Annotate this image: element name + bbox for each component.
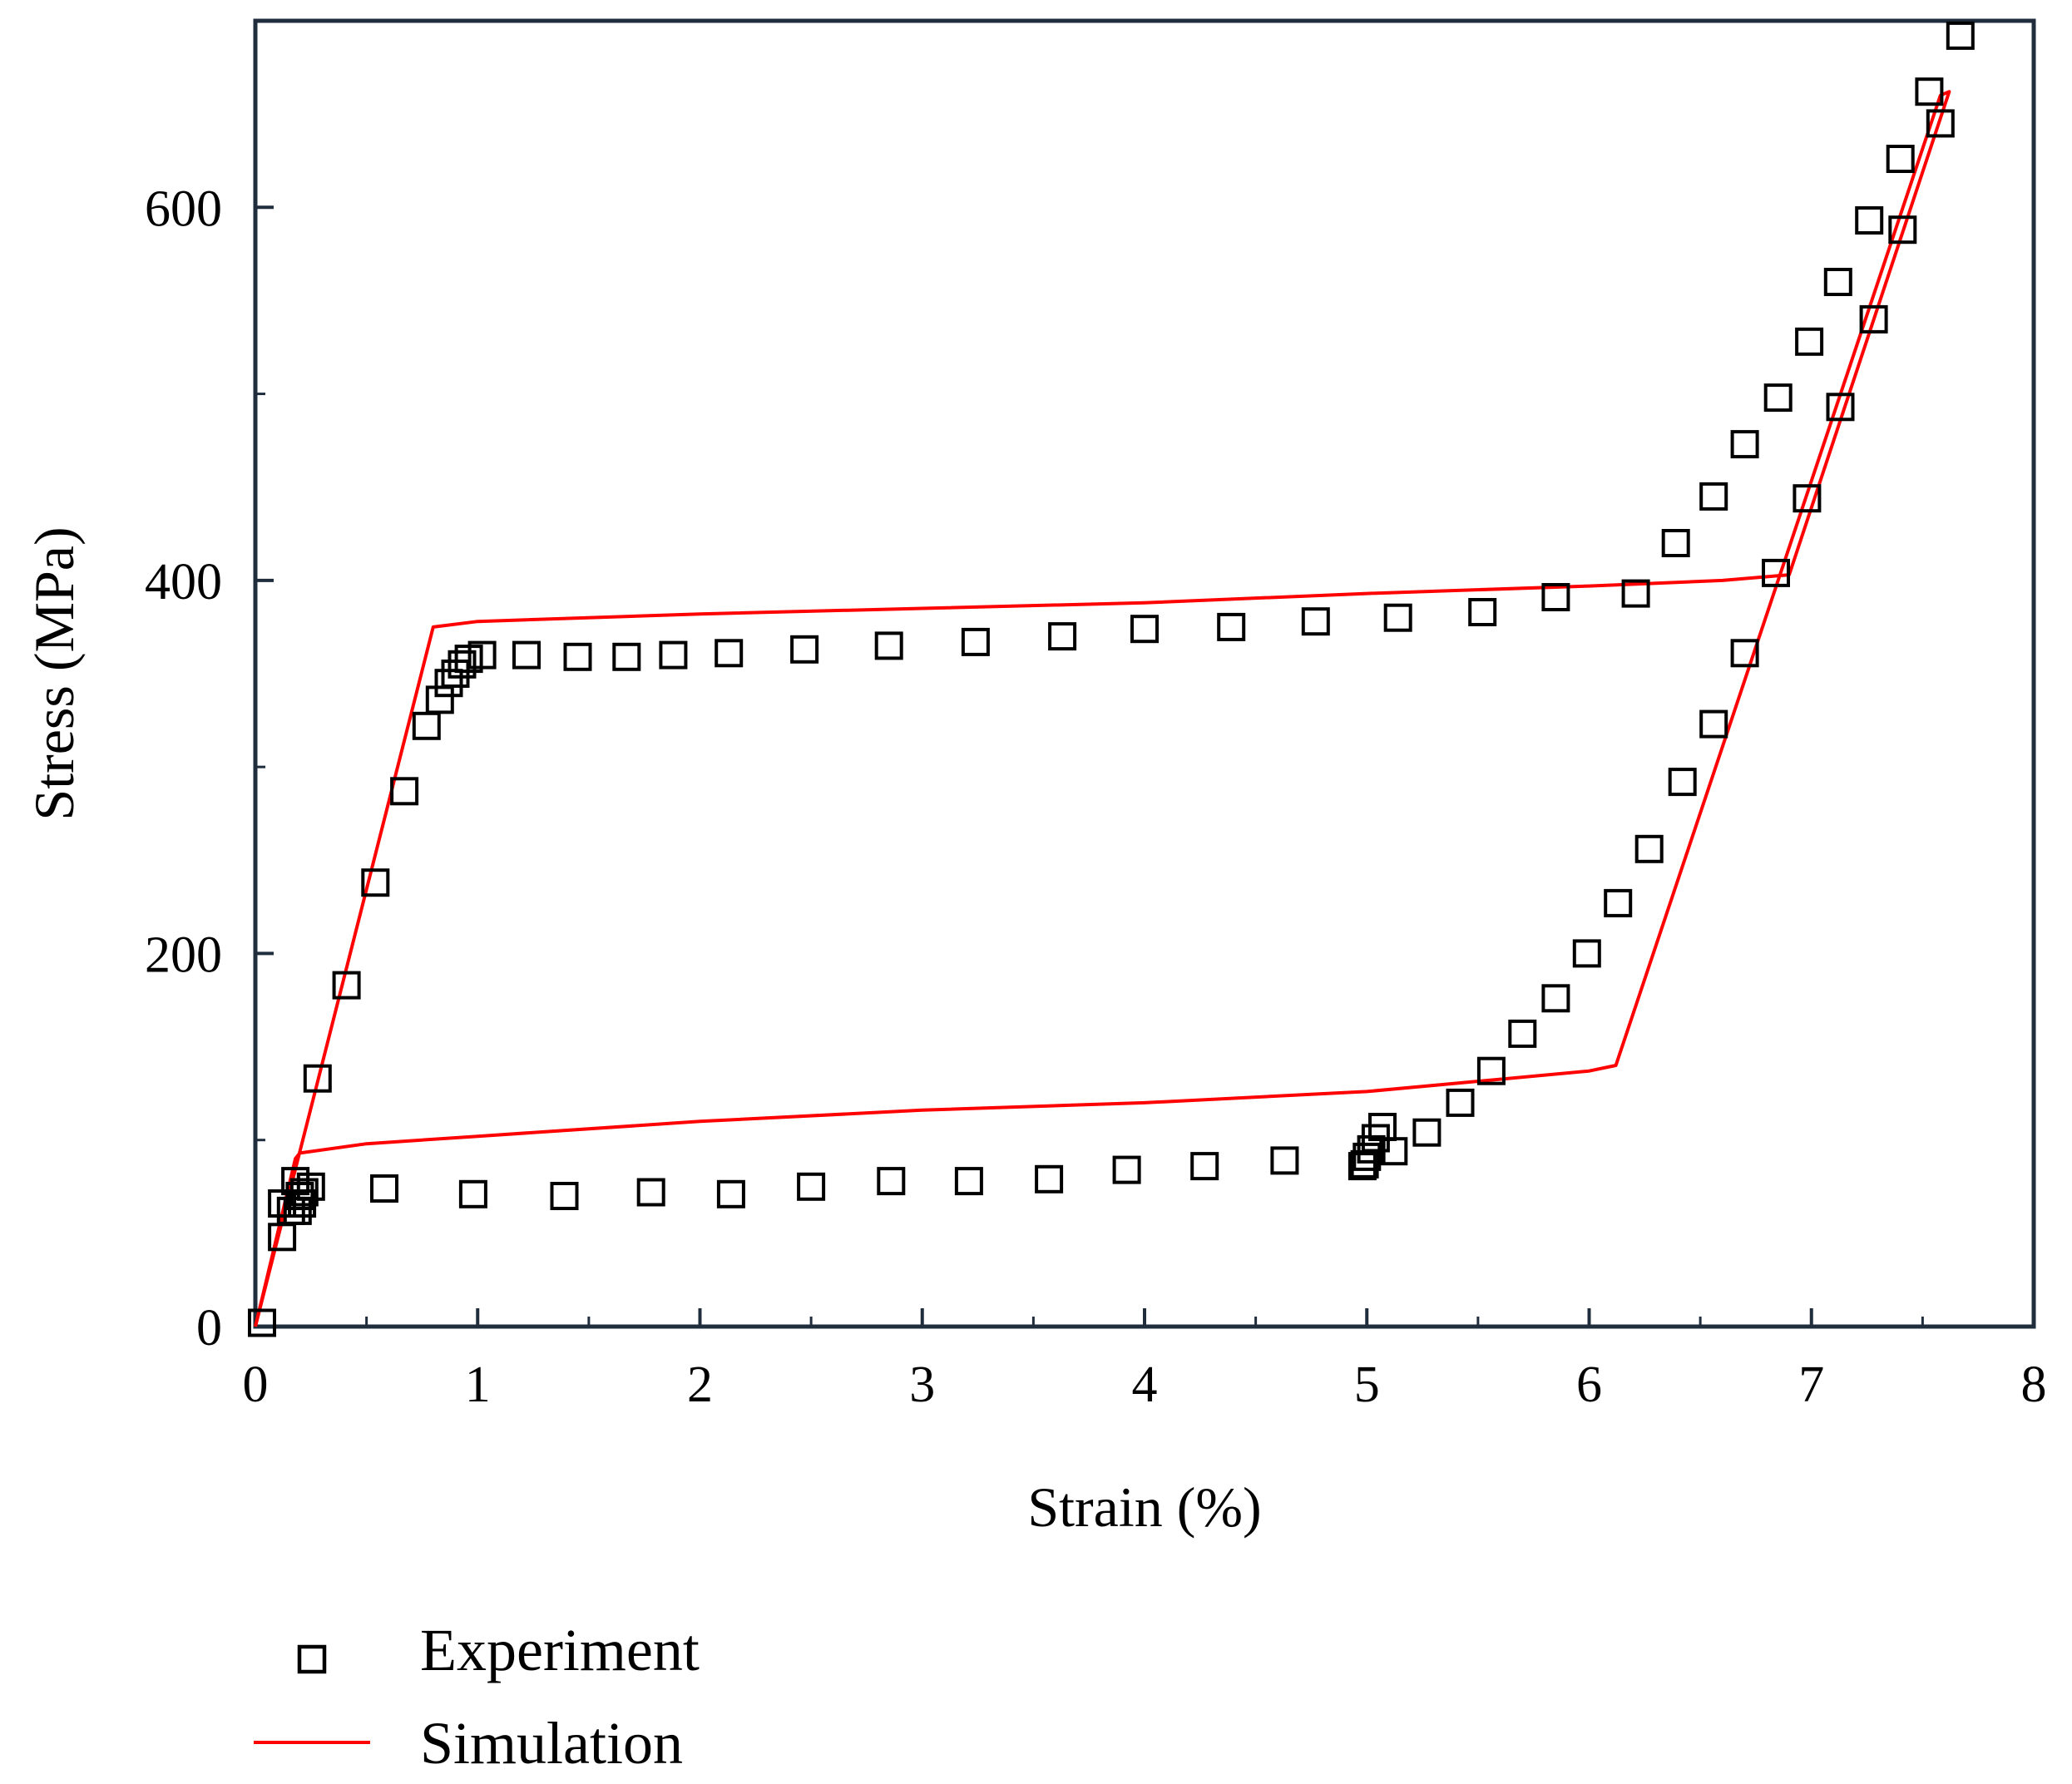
experiment-point bbox=[1190, 1152, 1219, 1181]
legend-experiment-label: Experiment bbox=[420, 1617, 700, 1683]
x-tick-label: 5 bbox=[1354, 1357, 1380, 1413]
experiment-point bbox=[370, 1174, 398, 1203]
experiment-point bbox=[248, 1308, 276, 1337]
experiment-point bbox=[961, 627, 990, 656]
experiment-point bbox=[1508, 1019, 1537, 1048]
experiment-point bbox=[1270, 1146, 1299, 1175]
experiment-point bbox=[467, 640, 497, 670]
experiment-point bbox=[1699, 482, 1728, 511]
experiment-point bbox=[874, 631, 903, 660]
experiment-point bbox=[283, 1196, 312, 1225]
experiment-point bbox=[715, 639, 744, 668]
experiment-point bbox=[361, 868, 390, 897]
experiment-point bbox=[1730, 639, 1759, 668]
experiment-point bbox=[448, 650, 477, 679]
experiment-point bbox=[1730, 430, 1759, 459]
experiment-point bbox=[1112, 1155, 1141, 1184]
experiment-point bbox=[1946, 21, 1975, 50]
experiment-point bbox=[1855, 206, 1884, 235]
x-tick-label: 2 bbox=[687, 1357, 713, 1413]
experiment-point bbox=[1383, 603, 1412, 632]
experiment-point bbox=[877, 1167, 906, 1196]
y-tick-label: 400 bbox=[145, 554, 222, 610]
experiment-point bbox=[1350, 1149, 1379, 1179]
experiment-point bbox=[1661, 529, 1690, 557]
experiment-point bbox=[636, 1178, 665, 1207]
experiment-point bbox=[1926, 109, 1955, 138]
experiment-point bbox=[1621, 579, 1650, 608]
experiment-point bbox=[390, 777, 419, 806]
x-tick-label: 0 bbox=[243, 1357, 269, 1413]
experiment-point bbox=[1886, 145, 1915, 173]
y-axis-title: Stress (MPa) bbox=[22, 526, 86, 820]
y-tick-label: 0 bbox=[196, 1300, 222, 1357]
experiment-point bbox=[1572, 939, 1601, 968]
experiment-point bbox=[1762, 558, 1790, 587]
legend: Experiment Simulation bbox=[254, 1617, 700, 1777]
experiment-point bbox=[1888, 215, 1917, 245]
experiment-point bbox=[1357, 1134, 1386, 1164]
experiment-point bbox=[612, 642, 641, 671]
experiment-point bbox=[1217, 612, 1246, 641]
legend-simulation-label: Simulation bbox=[420, 1710, 683, 1777]
experiment-series bbox=[248, 21, 1975, 1337]
x-tick-label: 6 bbox=[1576, 1357, 1602, 1413]
experiment-point bbox=[458, 1179, 487, 1208]
x-tick-label: 7 bbox=[1798, 1357, 1824, 1413]
experiment-point bbox=[512, 640, 541, 670]
experiment-point bbox=[1476, 1056, 1506, 1085]
experiment-point bbox=[563, 642, 592, 671]
experiment-point bbox=[1699, 709, 1728, 739]
experiment-point bbox=[288, 1189, 317, 1218]
legend-experiment-marker bbox=[297, 1644, 327, 1674]
experiment-point bbox=[1412, 1118, 1441, 1147]
experiment-point bbox=[1795, 327, 1824, 356]
experiment-point bbox=[1541, 984, 1570, 1013]
experiment-point bbox=[659, 640, 688, 670]
x-axis: 0 1 2 3 4 5 6 7 8 bbox=[243, 1308, 2047, 1413]
x-tick-label: 8 bbox=[2021, 1357, 2047, 1413]
experiment-point bbox=[1048, 622, 1077, 651]
experiment-point bbox=[1668, 768, 1697, 797]
experiment-point bbox=[425, 685, 454, 714]
experiment-point bbox=[1468, 598, 1497, 626]
experiment-point bbox=[303, 1064, 332, 1093]
x-tick-label: 1 bbox=[465, 1357, 491, 1413]
experiment-point bbox=[1035, 1164, 1064, 1193]
experiment-point bbox=[716, 1179, 745, 1208]
experiment-point bbox=[1915, 77, 1944, 106]
experiment-point bbox=[790, 635, 819, 664]
experiment-point bbox=[1541, 583, 1570, 611]
experiment-point bbox=[954, 1167, 983, 1196]
x-axis-title: Strain (%) bbox=[1027, 1475, 1261, 1539]
experiment-point bbox=[1348, 1152, 1377, 1181]
y-tick-label: 200 bbox=[145, 927, 222, 983]
experiment-point bbox=[1352, 1142, 1382, 1171]
x-tick-label: 3 bbox=[909, 1357, 935, 1413]
x-tick-label: 4 bbox=[1132, 1357, 1158, 1413]
experiment-point bbox=[1823, 268, 1852, 296]
experiment-point bbox=[1793, 484, 1822, 513]
experiment-point bbox=[1859, 304, 1888, 334]
experiment-point bbox=[550, 1182, 579, 1210]
y-tick-label: 600 bbox=[145, 180, 222, 237]
experiment-point bbox=[797, 1172, 826, 1201]
experiment-point bbox=[1634, 834, 1664, 863]
experiment-point bbox=[1130, 615, 1159, 644]
experiment-point bbox=[332, 971, 361, 1000]
experiment-point bbox=[1301, 607, 1330, 636]
experiment-point bbox=[1446, 1088, 1475, 1117]
experiment-point bbox=[1604, 888, 1633, 917]
experiment-point bbox=[1763, 383, 1793, 413]
experiment-point bbox=[1826, 393, 1855, 422]
y-axis: 0 200 400 600 bbox=[145, 180, 274, 1357]
